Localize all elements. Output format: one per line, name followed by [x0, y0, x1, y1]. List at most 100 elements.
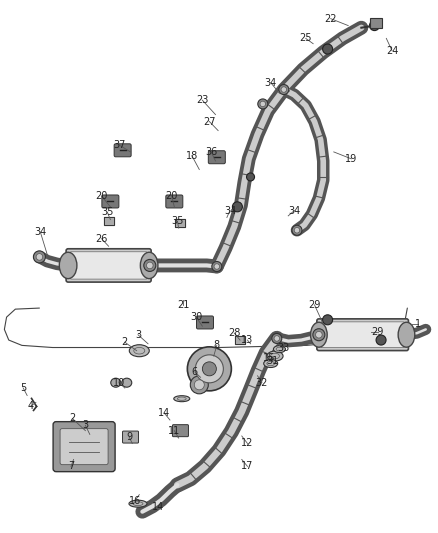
Circle shape	[323, 315, 332, 325]
Ellipse shape	[273, 345, 286, 353]
Circle shape	[376, 335, 386, 345]
Text: 36: 36	[205, 147, 217, 157]
FancyBboxPatch shape	[66, 249, 151, 282]
Text: 22: 22	[325, 14, 337, 23]
Text: 10: 10	[113, 378, 125, 387]
Circle shape	[294, 228, 300, 233]
Ellipse shape	[174, 395, 190, 402]
Text: 11: 11	[168, 426, 180, 435]
Circle shape	[260, 101, 265, 107]
Text: 1: 1	[415, 319, 421, 329]
Circle shape	[313, 329, 325, 341]
Text: 20: 20	[95, 191, 108, 201]
Text: 4: 4	[28, 401, 34, 411]
Circle shape	[233, 202, 242, 212]
Ellipse shape	[122, 378, 132, 387]
Text: 19: 19	[345, 154, 357, 164]
Circle shape	[272, 334, 282, 343]
Circle shape	[212, 262, 222, 271]
Text: 31: 31	[266, 357, 279, 366]
Text: 26: 26	[95, 234, 108, 244]
Circle shape	[247, 173, 254, 181]
Ellipse shape	[129, 500, 147, 507]
Text: 14: 14	[152, 503, 165, 512]
Text: 29: 29	[308, 300, 321, 310]
Text: 12: 12	[241, 439, 254, 448]
Circle shape	[194, 380, 204, 390]
Circle shape	[144, 260, 156, 271]
Text: 17: 17	[241, 462, 254, 471]
Text: 34: 34	[224, 206, 236, 215]
Circle shape	[274, 336, 279, 341]
Text: 15: 15	[263, 353, 276, 363]
FancyBboxPatch shape	[173, 425, 188, 437]
FancyBboxPatch shape	[317, 319, 409, 351]
Ellipse shape	[398, 322, 415, 347]
Circle shape	[190, 376, 208, 394]
Text: 2: 2	[69, 414, 75, 423]
Polygon shape	[176, 219, 185, 227]
Circle shape	[315, 332, 322, 338]
Text: 20: 20	[166, 191, 178, 201]
Text: 23: 23	[196, 95, 208, 105]
Text: 7: 7	[68, 462, 74, 471]
Circle shape	[146, 262, 153, 269]
FancyBboxPatch shape	[197, 316, 213, 329]
Polygon shape	[104, 217, 113, 225]
Circle shape	[281, 87, 286, 92]
Circle shape	[370, 21, 379, 30]
Circle shape	[195, 355, 223, 383]
Circle shape	[33, 251, 46, 263]
Ellipse shape	[59, 252, 77, 279]
Text: 24: 24	[386, 46, 398, 55]
FancyBboxPatch shape	[114, 144, 131, 157]
Ellipse shape	[111, 378, 121, 387]
Text: 35: 35	[101, 207, 113, 217]
Text: 34: 34	[265, 78, 277, 87]
FancyBboxPatch shape	[53, 422, 115, 472]
Circle shape	[258, 99, 268, 109]
Circle shape	[214, 264, 219, 269]
FancyBboxPatch shape	[321, 322, 404, 348]
Text: 3: 3	[82, 421, 88, 430]
Text: 28: 28	[228, 328, 240, 338]
FancyBboxPatch shape	[123, 431, 138, 443]
Text: 30: 30	[190, 312, 202, 322]
Text: 18: 18	[186, 151, 198, 160]
Text: 34: 34	[34, 227, 46, 237]
Text: 5: 5	[20, 383, 26, 393]
Circle shape	[36, 254, 43, 260]
Circle shape	[187, 347, 231, 391]
Text: 9: 9	[126, 432, 132, 442]
Text: 33: 33	[278, 343, 290, 352]
Circle shape	[292, 225, 302, 235]
Ellipse shape	[140, 252, 158, 279]
Text: 14: 14	[158, 408, 170, 418]
Text: 27: 27	[203, 117, 215, 126]
Circle shape	[323, 44, 332, 54]
Text: 6: 6	[192, 367, 198, 377]
FancyBboxPatch shape	[60, 429, 108, 465]
Text: 13: 13	[241, 335, 254, 345]
Text: 32: 32	[256, 378, 268, 387]
FancyBboxPatch shape	[102, 195, 119, 208]
Text: 34: 34	[288, 206, 300, 215]
Ellipse shape	[129, 345, 149, 357]
Text: 29: 29	[371, 327, 384, 336]
Bar	[370, 18, 382, 28]
Text: 35: 35	[171, 216, 184, 226]
Ellipse shape	[264, 359, 278, 368]
Text: 37: 37	[113, 140, 125, 150]
FancyBboxPatch shape	[166, 195, 183, 208]
Ellipse shape	[311, 322, 327, 347]
Text: 2: 2	[122, 337, 128, 347]
FancyBboxPatch shape	[70, 252, 147, 279]
Ellipse shape	[267, 351, 283, 361]
Text: 3: 3	[135, 330, 141, 340]
Text: 8: 8	[214, 341, 220, 350]
Polygon shape	[235, 336, 245, 344]
FancyBboxPatch shape	[208, 151, 225, 164]
Circle shape	[202, 362, 216, 376]
Text: 16: 16	[129, 496, 141, 506]
Circle shape	[279, 85, 289, 94]
